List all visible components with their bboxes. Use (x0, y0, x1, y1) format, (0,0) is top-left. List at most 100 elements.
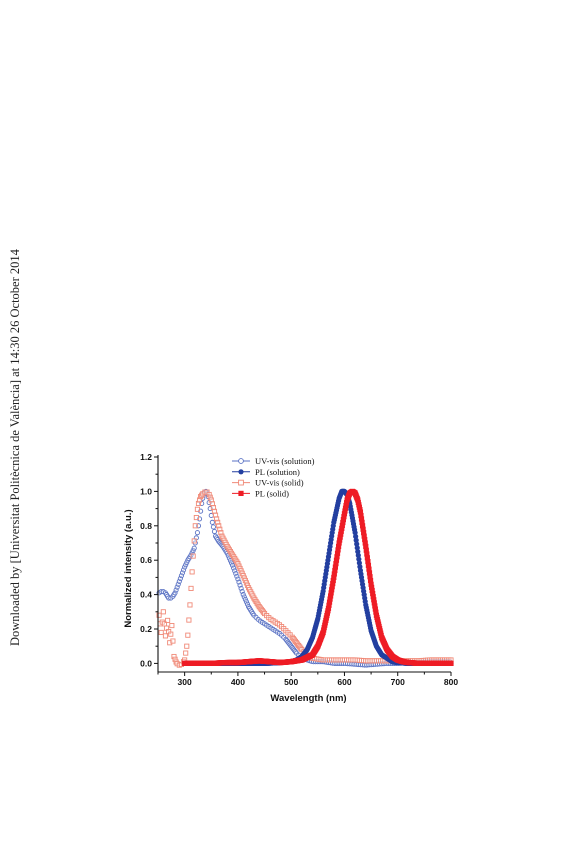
data-point (329, 584, 335, 590)
legend-label: PL (solid) (255, 488, 289, 498)
data-point (217, 526, 223, 532)
x-axis-label: Wavelength (nm) (270, 693, 346, 704)
data-point (169, 623, 175, 629)
data-point (327, 596, 333, 602)
data-point (367, 577, 374, 584)
data-point (328, 593, 334, 599)
x-tick-label: 400 (231, 677, 245, 687)
data-point (343, 500, 350, 506)
data-point (341, 514, 347, 520)
legend-label: PL (solution) (255, 467, 300, 477)
data-point (189, 569, 195, 575)
data-point (359, 519, 365, 525)
legend-label: UV-vis (solid) (255, 478, 304, 488)
data-point (340, 517, 346, 523)
data-point (371, 600, 377, 606)
data-point (330, 580, 336, 587)
data-point (333, 561, 339, 567)
data-point (184, 643, 190, 649)
data-point (170, 638, 176, 644)
data-point (365, 558, 371, 565)
y-tick-label: 0.0 (140, 658, 152, 668)
data-point (195, 500, 202, 506)
data-point (341, 511, 348, 517)
data-point (372, 603, 378, 609)
data-point (210, 524, 216, 530)
data-point (368, 581, 374, 587)
series-layer (156, 488, 454, 668)
legend-marker (238, 479, 244, 486)
data-point (337, 534, 343, 540)
data-point (326, 599, 333, 605)
data-point (357, 509, 364, 515)
series-3 (182, 488, 454, 666)
data-point (339, 522, 345, 529)
data-point (165, 617, 171, 623)
data-point (197, 497, 203, 503)
data-point (332, 564, 338, 570)
data-point (208, 512, 214, 519)
data-point (209, 519, 215, 525)
data-point (370, 590, 376, 597)
data-point (370, 594, 376, 600)
data-point (183, 650, 189, 656)
data-point (188, 585, 194, 591)
data-point (358, 516, 365, 522)
x-tick-label: 600 (337, 677, 351, 687)
data-point (325, 605, 332, 611)
data-point (343, 502, 349, 509)
data-point (335, 547, 341, 553)
data-point (372, 606, 378, 612)
data-point (361, 533, 367, 539)
data-point (192, 523, 198, 529)
data-point (218, 530, 224, 536)
data-point (363, 547, 369, 553)
data-point (158, 629, 164, 635)
data-point (334, 554, 340, 560)
data-point (364, 555, 370, 561)
x-tick-label: 500 (284, 677, 298, 687)
y-axis-label: Normalized intensity (a.u.) (123, 509, 134, 627)
data-point (362, 536, 368, 543)
data-point (207, 494, 213, 500)
data-point (361, 530, 367, 536)
legend-entry: UV-vis (solid) (232, 478, 304, 488)
data-point (337, 537, 343, 543)
legend-entry: UV-vis (solution) (232, 456, 315, 466)
data-point (162, 633, 169, 639)
data-point (448, 660, 454, 666)
data-point (199, 492, 205, 498)
data-point (330, 577, 336, 584)
data-point (156, 612, 162, 618)
series-0 (156, 488, 453, 668)
axes-layer: 300 400 500 600 700 800 0.0 0.2 0.4 0.6 0.8 1.0 1.2 W… (123, 452, 458, 704)
legend-marker (238, 469, 244, 475)
data-point (362, 540, 368, 546)
data-point (366, 566, 372, 572)
x-tick-label: 300 (178, 677, 192, 687)
data-point (168, 631, 174, 637)
y-tick-label: 1.0 (140, 486, 152, 496)
data-point (367, 574, 373, 580)
legend-label: UV-vis (solution) (255, 456, 315, 466)
data-point (331, 574, 337, 580)
data-point (216, 523, 222, 529)
data-point (191, 538, 197, 544)
data-point (338, 528, 344, 534)
data-point (360, 526, 366, 532)
data-point (365, 562, 372, 568)
data-point (185, 632, 191, 638)
data-point (366, 570, 373, 576)
data-point (298, 645, 304, 651)
data-point (335, 543, 342, 550)
data-point (371, 597, 377, 603)
data-point (187, 602, 193, 608)
data-point (328, 590, 334, 596)
y-tick-label: 0.8 (140, 521, 152, 531)
data-point (190, 553, 196, 559)
data-point (326, 602, 332, 608)
data-point (338, 531, 344, 537)
data-point (364, 551, 370, 557)
data-point (334, 550, 341, 556)
